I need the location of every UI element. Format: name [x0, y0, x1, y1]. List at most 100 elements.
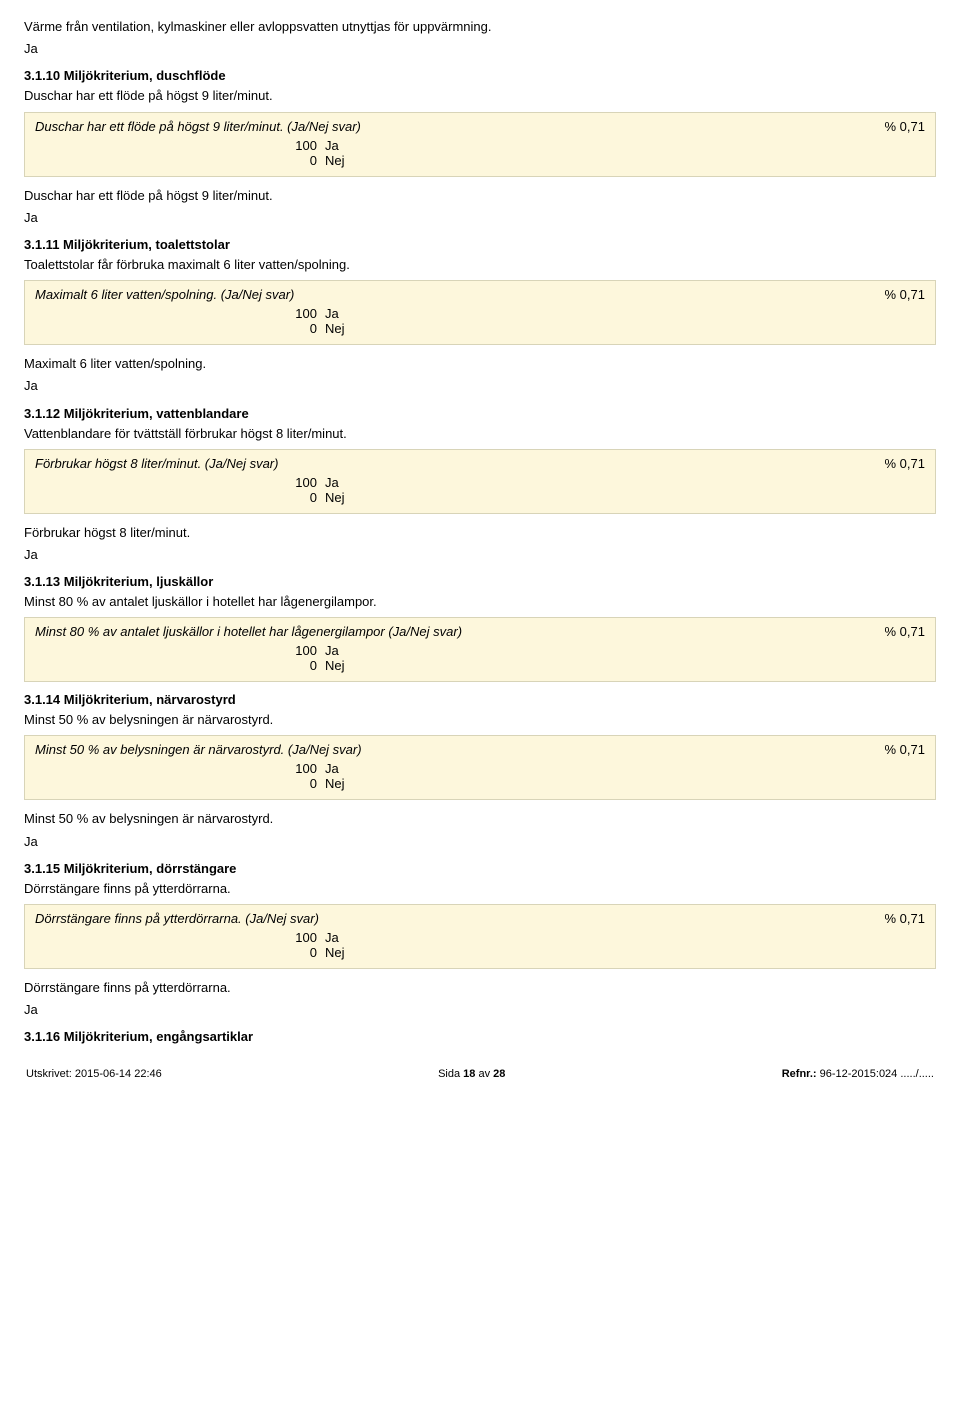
intro-line-2: Ja: [24, 40, 936, 58]
criteria-box-percent: % 0,71: [885, 624, 925, 639]
section-heading: 3.1.11 Miljökriterium, toalettstolar: [24, 237, 936, 252]
option-score: 0: [35, 153, 325, 168]
option-row: 0Nej: [35, 658, 925, 673]
option-score: 0: [35, 776, 325, 791]
option-score: 0: [35, 658, 325, 673]
criteria-box: Duschar har ett flöde på högst 9 liter/m…: [24, 112, 936, 177]
option-score: 100: [35, 306, 325, 321]
option-table: 100Ja0Nej: [35, 475, 925, 505]
option-row: 0Nej: [35, 490, 925, 505]
criteria-box: Förbrukar högst 8 liter/minut. (Ja/Nej s…: [24, 449, 936, 514]
criteria-section: 3.1.15 Miljökriterium, dörrstängare Dörrs…: [24, 861, 936, 1020]
option-row: 0Nej: [35, 153, 925, 168]
option-score: 100: [35, 930, 325, 945]
footer-right: Refnr.: 96-12-2015:024 ...../.....: [782, 1068, 934, 1080]
section-description: Vattenblandare för tvättställ förbrukar …: [24, 425, 936, 443]
criteria-box-title: Minst 80 % av antalet ljuskällor i hotel…: [35, 624, 865, 639]
answer-line: Ja: [24, 209, 936, 227]
option-label: Nej: [325, 658, 345, 673]
criteria-box-title: Duschar har ett flöde på högst 9 liter/m…: [35, 119, 865, 134]
page-footer: Utskrivet: 2015-06-14 22:46 Sida 18 av 2…: [24, 1068, 936, 1080]
footer-left: Utskrivet: 2015-06-14 22:46: [26, 1068, 162, 1080]
option-row: 0Nej: [35, 321, 925, 336]
answer-line: Duschar har ett flöde på högst 9 liter/m…: [24, 187, 936, 205]
criteria-box-header: Maximalt 6 liter vatten/spolning. (Ja/Ne…: [35, 287, 925, 302]
section-description: Minst 50 % av belysningen är närvarostyr…: [24, 711, 936, 729]
footer-mid-middle: av: [475, 1068, 493, 1080]
footer-page-num: 18: [463, 1068, 475, 1080]
criteria-section: 3.1.12 Miljökriterium, vattenblandare Vat…: [24, 406, 936, 565]
criteria-box-header: Förbrukar högst 8 liter/minut. (Ja/Nej s…: [35, 456, 925, 471]
option-label: Nej: [325, 776, 345, 791]
criteria-box-title: Förbrukar högst 8 liter/minut. (Ja/Nej s…: [35, 456, 865, 471]
criteria-box-title: Maximalt 6 liter vatten/spolning. (Ja/Ne…: [35, 287, 865, 302]
section-heading: 3.1.16 Miljökriterium, engångsartiklar: [24, 1029, 936, 1044]
intro-block: Värme från ventilation, kylmaskiner elle…: [24, 18, 936, 58]
option-label: Ja: [325, 138, 339, 153]
criteria-section: 3.1.10 Miljökriterium, duschflöde Duschar…: [24, 68, 936, 227]
option-score: 100: [35, 138, 325, 153]
criteria-box-percent: % 0,71: [885, 456, 925, 471]
option-score: 100: [35, 761, 325, 776]
footer-mid-prefix: Sida: [438, 1068, 463, 1080]
option-label: Nej: [325, 490, 345, 505]
answer-line: Ja: [24, 546, 936, 564]
answer-line: Ja: [24, 1001, 936, 1019]
section-heading: 3.1.10 Miljökriterium, duschflöde: [24, 68, 936, 83]
option-label: Nej: [325, 945, 345, 960]
option-label: Ja: [325, 761, 339, 776]
option-label: Nej: [325, 153, 345, 168]
criteria-box-title: Minst 50 % av belysningen är närvarostyr…: [35, 742, 865, 757]
criteria-box-header: Dörrstängare finns på ytterdörrarna. (Ja…: [35, 911, 925, 926]
option-table: 100Ja0Nej: [35, 930, 925, 960]
answer-line: Ja: [24, 377, 936, 395]
answer-line: Minst 50 % av belysningen är närvarostyr…: [24, 810, 936, 828]
section-description: Minst 80 % av antalet ljuskällor i hotel…: [24, 593, 936, 611]
option-table: 100Ja0Nej: [35, 643, 925, 673]
answer-line: Dörrstängare finns på ytterdörrarna.: [24, 979, 936, 997]
section-heading: 3.1.12 Miljökriterium, vattenblandare: [24, 406, 936, 421]
intro-line-1: Värme från ventilation, kylmaskiner elle…: [24, 18, 936, 36]
option-table: 100Ja0Nej: [35, 138, 925, 168]
option-label: Ja: [325, 475, 339, 490]
option-row: 0Nej: [35, 776, 925, 791]
criteria-box-percent: % 0,71: [885, 742, 925, 757]
answer-line: Förbrukar högst 8 liter/minut.: [24, 524, 936, 542]
option-row: 100Ja: [35, 761, 925, 776]
option-score: 0: [35, 321, 325, 336]
option-row: 100Ja: [35, 930, 925, 945]
section-description: Toalettstolar får förbruka maximalt 6 li…: [24, 256, 936, 274]
criteria-box-percent: % 0,71: [885, 287, 925, 302]
section-heading: 3.1.13 Miljökriterium, ljuskällor: [24, 574, 936, 589]
criteria-box: Minst 80 % av antalet ljuskällor i hotel…: [24, 617, 936, 682]
section-description: Duschar har ett flöde på högst 9 liter/m…: [24, 87, 936, 105]
option-score: 0: [35, 945, 325, 960]
option-label: Ja: [325, 643, 339, 658]
section-heading: 3.1.15 Miljökriterium, dörrstängare: [24, 861, 936, 876]
criteria-section: 3.1.16 Miljökriterium, engångsartiklar: [24, 1029, 936, 1044]
option-label: Ja: [325, 306, 339, 321]
sections-container: 3.1.10 Miljökriterium, duschflöde Duschar…: [24, 68, 936, 1044]
criteria-box-title: Dörrstängare finns på ytterdörrarna. (Ja…: [35, 911, 865, 926]
criteria-box: Maximalt 6 liter vatten/spolning. (Ja/Ne…: [24, 280, 936, 345]
criteria-box-header: Minst 80 % av antalet ljuskällor i hotel…: [35, 624, 925, 639]
option-label: Ja: [325, 930, 339, 945]
criteria-box: Minst 50 % av belysningen är närvarostyr…: [24, 735, 936, 800]
footer-page-total: 28: [493, 1068, 505, 1080]
option-row: 0Nej: [35, 945, 925, 960]
criteria-box-percent: % 0,71: [885, 911, 925, 926]
criteria-box-header: Duschar har ett flöde på högst 9 liter/m…: [35, 119, 925, 134]
option-label: Nej: [325, 321, 345, 336]
criteria-section: 3.1.11 Miljökriterium, toalettstolar Toal…: [24, 237, 936, 396]
option-score: 100: [35, 475, 325, 490]
section-heading: 3.1.14 Miljökriterium, närvarostyrd: [24, 692, 936, 707]
option-score: 100: [35, 643, 325, 658]
option-table: 100Ja0Nej: [35, 761, 925, 791]
criteria-box-percent: % 0,71: [885, 119, 925, 134]
criteria-box: Dörrstängare finns på ytterdörrarna. (Ja…: [24, 904, 936, 969]
option-score: 0: [35, 490, 325, 505]
criteria-section: 3.1.13 Miljökriterium, ljuskällor Minst 8…: [24, 574, 936, 682]
option-table: 100Ja0Nej: [35, 306, 925, 336]
option-row: 100Ja: [35, 306, 925, 321]
section-description: Dörrstängare finns på ytterdörrarna.: [24, 880, 936, 898]
